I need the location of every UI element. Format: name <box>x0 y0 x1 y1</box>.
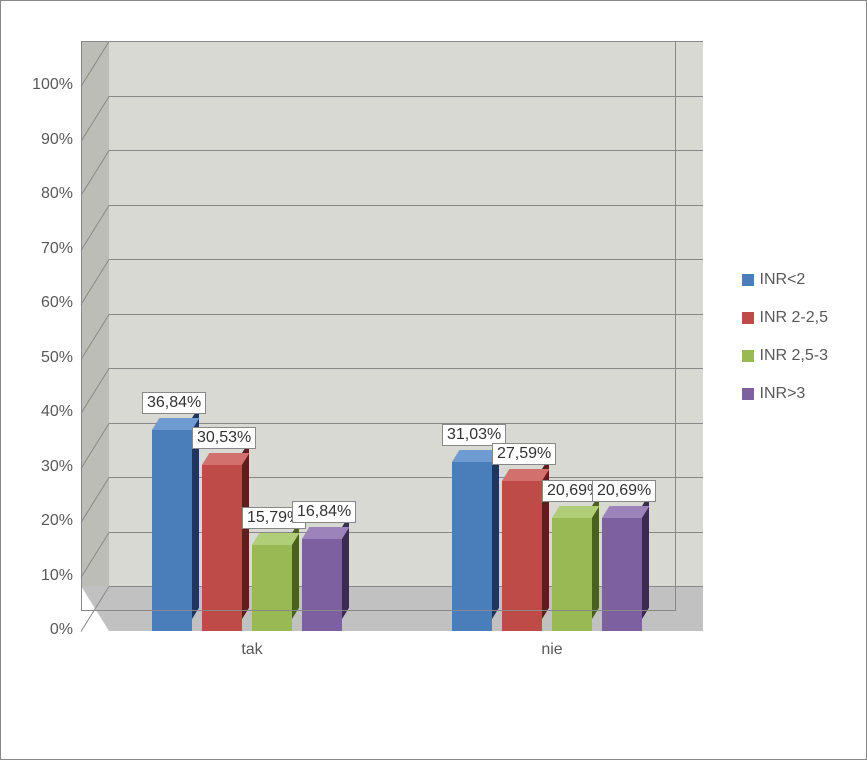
legend-label: INR<2 <box>760 271 806 289</box>
plot-frame <box>81 41 676 611</box>
legend-item: INR<2 <box>742 271 828 289</box>
y-axis-tick-label: 60% <box>23 294 73 312</box>
y-axis-tick-label: 10% <box>23 567 73 585</box>
legend-item: INR 2-2,5 <box>742 309 828 327</box>
y-axis-tick-label: 100% <box>23 76 73 94</box>
y-axis-tick-label: 80% <box>23 185 73 203</box>
legend-label: INR>3 <box>760 385 806 403</box>
y-axis-tick-label: 30% <box>23 458 73 476</box>
x-axis-category-label: nie <box>532 641 572 659</box>
legend-label: INR 2,5-3 <box>760 347 828 365</box>
legend-label: INR 2-2,5 <box>760 309 828 327</box>
y-axis-tick-label: 50% <box>23 349 73 367</box>
y-axis-tick-label: 70% <box>23 240 73 258</box>
chart-container: 0%10%20%30%40%50%60%70%80%90%100% 36,84%… <box>21 21 848 741</box>
y-axis-tick-label: 20% <box>23 512 73 530</box>
y-axis-tick-label: 40% <box>23 403 73 421</box>
outer-frame: 0%10%20%30%40%50%60%70%80%90%100% 36,84%… <box>0 0 867 760</box>
legend-item: INR 2,5-3 <box>742 347 828 365</box>
y-axis-tick-label: 0% <box>23 621 73 639</box>
x-axis-category-label: tak <box>232 641 272 659</box>
legend-swatch <box>742 350 754 362</box>
y-axis-tick-label: 90% <box>23 131 73 149</box>
legend-item: INR>3 <box>742 385 828 403</box>
legend-swatch <box>742 388 754 400</box>
legend-swatch <box>742 274 754 286</box>
legend: INR<2 INR 2-2,5 INR 2,5-3 INR>3 <box>742 271 828 423</box>
legend-swatch <box>742 312 754 324</box>
